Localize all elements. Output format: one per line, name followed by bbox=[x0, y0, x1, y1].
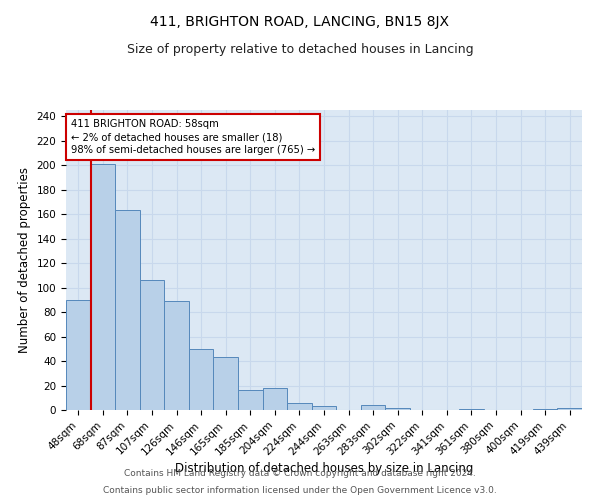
Text: Contains HM Land Registry data © Crown copyright and database right 2024.: Contains HM Land Registry data © Crown c… bbox=[124, 468, 476, 477]
Bar bbox=[164, 301, 189, 410]
Bar bbox=[287, 402, 312, 410]
Bar bbox=[66, 300, 91, 410]
Bar bbox=[312, 406, 336, 410]
Y-axis label: Number of detached properties: Number of detached properties bbox=[18, 167, 31, 353]
Bar bbox=[214, 358, 238, 410]
Bar bbox=[459, 409, 484, 410]
Bar bbox=[361, 405, 385, 410]
Bar bbox=[189, 349, 214, 410]
Bar bbox=[91, 164, 115, 410]
Text: 411, BRIGHTON ROAD, LANCING, BN15 8JX: 411, BRIGHTON ROAD, LANCING, BN15 8JX bbox=[151, 15, 449, 29]
Bar bbox=[140, 280, 164, 410]
Text: Contains public sector information licensed under the Open Government Licence v3: Contains public sector information licen… bbox=[103, 486, 497, 495]
X-axis label: Distribution of detached houses by size in Lancing: Distribution of detached houses by size … bbox=[175, 462, 473, 475]
Bar bbox=[263, 388, 287, 410]
Bar bbox=[533, 409, 557, 410]
Bar bbox=[115, 210, 140, 410]
Bar bbox=[238, 390, 263, 410]
Text: 411 BRIGHTON ROAD: 58sqm
← 2% of detached houses are smaller (18)
98% of semi-de: 411 BRIGHTON ROAD: 58sqm ← 2% of detache… bbox=[71, 119, 316, 156]
Text: Size of property relative to detached houses in Lancing: Size of property relative to detached ho… bbox=[127, 42, 473, 56]
Bar bbox=[385, 408, 410, 410]
Bar bbox=[557, 408, 582, 410]
